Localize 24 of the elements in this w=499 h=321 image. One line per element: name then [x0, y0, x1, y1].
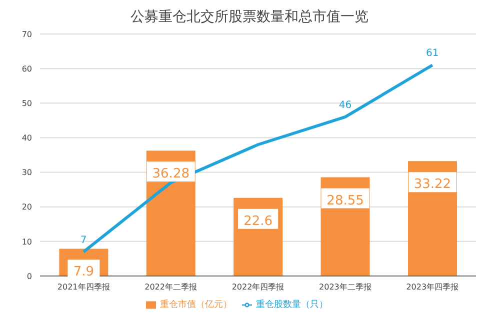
y-tick-label: 30	[22, 168, 32, 178]
legend-label: 重仓股数量（只）	[256, 300, 328, 310]
y-tick-label: 60	[22, 64, 32, 74]
y-tick-label: 50	[22, 98, 32, 108]
data-label: 36.28	[152, 166, 190, 182]
data-label: 22.6	[244, 214, 273, 229]
data-label: 46	[338, 100, 352, 111]
data-label: 61	[426, 48, 439, 60]
x-tick-label: 2021年四季报	[57, 282, 110, 292]
y-tick-label: 20	[22, 202, 32, 212]
data-label: 7	[80, 234, 87, 246]
y-tick-label: 0	[26, 272, 32, 281]
y-tick-label: 40	[22, 134, 32, 143]
data-label: 28.55	[326, 193, 364, 208]
x-tick-label: 2022年二季报	[144, 282, 197, 292]
data-label: 33.22	[414, 177, 452, 192]
chart-title: 公募重仓北交所股票数量和总市值一览	[130, 8, 370, 26]
y-tick-label: 10	[22, 237, 32, 246]
x-tick-label: 2023年二季报	[319, 282, 372, 292]
data-label: 7.9	[73, 264, 94, 280]
x-tick-label: 2023年四季报	[406, 282, 459, 292]
legend-label: 重仓市值（亿元）	[160, 300, 232, 310]
y-tick-label: 70	[22, 30, 32, 39]
x-tick-label: 2022年四季报	[232, 282, 284, 292]
